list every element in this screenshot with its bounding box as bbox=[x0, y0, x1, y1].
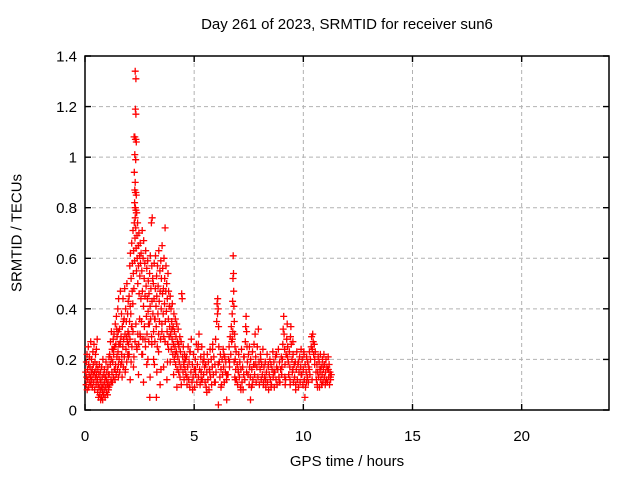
y-tick-label: 1.2 bbox=[56, 99, 77, 116]
x-tick-label: 5 bbox=[190, 428, 198, 445]
y-tick-label: 1 bbox=[69, 150, 77, 167]
x-tick-label: 0 bbox=[81, 428, 89, 445]
x-tick-label: 20 bbox=[513, 428, 530, 445]
x-tick-label: 15 bbox=[404, 428, 421, 445]
x-tick-label: 10 bbox=[295, 428, 312, 445]
y-tick-label: 0.8 bbox=[56, 200, 77, 217]
y-tick-label: 0.2 bbox=[56, 352, 77, 369]
y-tick-label: 0.4 bbox=[56, 301, 77, 318]
y-tick-label: 0.6 bbox=[56, 251, 77, 268]
chart-title: Day 261 of 2023, SRMTID for receiver sun… bbox=[201, 16, 493, 33]
y-tick-label: 0 bbox=[69, 403, 77, 420]
tick-marks bbox=[84, 55, 609, 411]
x-axis-label: GPS time / hours bbox=[289, 453, 405, 470]
plot-border bbox=[84, 55, 610, 411]
grid-lines bbox=[85, 56, 609, 410]
data-points bbox=[82, 67, 335, 409]
y-tick-label: 1.4 bbox=[56, 49, 77, 66]
